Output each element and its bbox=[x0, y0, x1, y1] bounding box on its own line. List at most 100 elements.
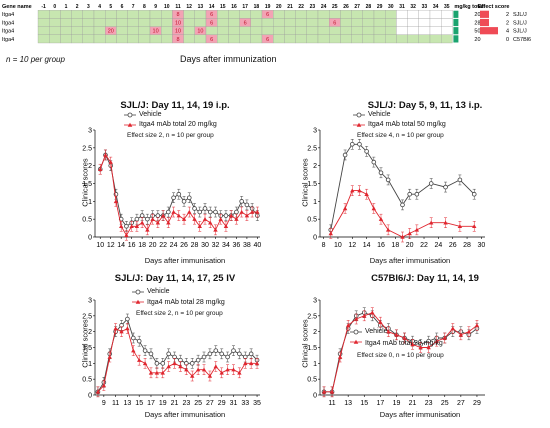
dose-cell bbox=[441, 34, 453, 44]
treated-point bbox=[113, 199, 119, 204]
x-tick-label: 18 bbox=[391, 242, 399, 249]
treated-point bbox=[457, 224, 463, 229]
y-tick-label: 1.5 bbox=[82, 181, 92, 188]
y-tick-label: 0 bbox=[88, 393, 92, 400]
day-header: 22 bbox=[298, 4, 304, 10]
vehicle-point bbox=[201, 354, 207, 360]
vehicle-point bbox=[181, 199, 187, 204]
treated-point bbox=[458, 332, 464, 337]
vehicle-point bbox=[176, 191, 182, 197]
vehicle-point bbox=[237, 351, 242, 357]
dose-value: 8 bbox=[176, 37, 179, 43]
vehicle-point bbox=[166, 351, 171, 357]
dose-value: 6 bbox=[266, 12, 269, 18]
legend-treated-marker bbox=[135, 299, 141, 304]
vehicle-point bbox=[166, 209, 171, 215]
treated-point bbox=[142, 361, 148, 366]
treated-point bbox=[134, 224, 140, 229]
day-header: 5 bbox=[109, 4, 112, 10]
day-header: 16 bbox=[231, 4, 237, 10]
dose-value: 6 bbox=[244, 20, 247, 26]
vehicle-point bbox=[342, 152, 348, 158]
legend-treated-marker bbox=[353, 339, 359, 344]
treated-point bbox=[228, 213, 234, 218]
day-header: 0 bbox=[53, 4, 56, 10]
vehicle-point bbox=[443, 184, 448, 190]
treated-point bbox=[337, 354, 343, 359]
treated-point bbox=[255, 209, 260, 214]
treated-point bbox=[402, 335, 407, 340]
treated-point bbox=[197, 224, 202, 229]
panel3-title: SJL/J: Day 11, 14, 17, 25 IV bbox=[114, 273, 236, 284]
day-header: 21 bbox=[287, 4, 293, 10]
x-tick-label: 11 bbox=[112, 400, 119, 407]
treated-point bbox=[150, 216, 155, 221]
vehicle-point bbox=[471, 191, 477, 197]
effect-score: 2 bbox=[506, 20, 509, 26]
days-after-immunization-label: Days after immunization bbox=[180, 54, 277, 64]
day-header: 18 bbox=[254, 4, 260, 10]
panel4-effect-note: Effect size 0, n = 10 per group bbox=[357, 352, 444, 359]
dose-value: 8 bbox=[176, 12, 179, 18]
day-header: 7 bbox=[132, 4, 135, 10]
treated-point bbox=[362, 313, 367, 318]
x-tick-label: 10 bbox=[96, 242, 104, 249]
x-tick-label: 8 bbox=[322, 242, 326, 249]
treated-point bbox=[386, 329, 391, 334]
x-tick-label: 31 bbox=[230, 400, 238, 407]
dose-value: 6 bbox=[266, 37, 269, 43]
x-tick-label: 32 bbox=[212, 242, 220, 249]
day-header: 35 bbox=[444, 4, 450, 10]
treated-point bbox=[166, 220, 171, 225]
vehicle-point bbox=[371, 159, 377, 165]
treated-point bbox=[329, 389, 335, 394]
legend-vehicle-marker bbox=[127, 112, 133, 118]
effect-score: 2 bbox=[506, 12, 509, 18]
vehicle-point bbox=[231, 348, 236, 353]
panel3-legend-treated: Itga4 mAb total 28 mg/kg bbox=[147, 299, 225, 306]
panel2-title: SJL/J: Day 5, 9, 11, 13 i.p. bbox=[367, 100, 483, 111]
legend-treated-marker bbox=[356, 122, 362, 127]
vehicle-point bbox=[195, 357, 201, 363]
y-tick-label: 3 bbox=[88, 128, 92, 135]
vehicle-point bbox=[197, 209, 203, 215]
dose-value: 10 bbox=[153, 29, 159, 35]
y-tick-label: 1.5 bbox=[307, 345, 317, 352]
treated-point bbox=[442, 335, 447, 340]
day-header: 2 bbox=[76, 4, 79, 10]
gene-name: Itga4 bbox=[2, 37, 14, 43]
panel3-effect-note: Effect size 2, n = 10 per group bbox=[136, 310, 223, 317]
strain: SJL/J bbox=[513, 29, 527, 35]
vehicle-point bbox=[219, 351, 224, 357]
treated-point bbox=[243, 361, 248, 366]
treated-point bbox=[119, 329, 124, 334]
treated-point bbox=[148, 370, 154, 375]
panel4-legend-vehicle: Vehicle bbox=[365, 328, 388, 335]
legend-vehicle-marker bbox=[135, 289, 141, 295]
treated-point bbox=[234, 216, 239, 221]
x-tick-label: 23 bbox=[182, 400, 190, 407]
strain: SJL/J bbox=[513, 20, 527, 26]
treated-point bbox=[418, 345, 423, 350]
x-tick-label: 24 bbox=[434, 242, 442, 249]
treated-point bbox=[176, 213, 182, 218]
x-tick-label: 15 bbox=[135, 400, 143, 407]
x-tick-label: 34 bbox=[222, 242, 230, 249]
panel1-legend-treated: Itga4 mAb total 20 mg/kg bbox=[139, 121, 217, 128]
day-header: 9 bbox=[154, 4, 157, 10]
y-tick-label: 2 bbox=[313, 163, 317, 170]
effect-bar bbox=[480, 10, 489, 18]
y-tick-label: 0.5 bbox=[82, 377, 92, 384]
legend-treated-marker bbox=[127, 122, 133, 127]
x-tick-label: 28 bbox=[463, 242, 471, 249]
gene-name: Itga4 bbox=[2, 20, 14, 26]
day-header: 6 bbox=[121, 4, 124, 10]
vehicle-point bbox=[192, 206, 197, 211]
treated-point bbox=[371, 206, 377, 211]
treated-point bbox=[410, 342, 415, 347]
gene-name: Itga4 bbox=[2, 12, 14, 18]
effect-score: 0 bbox=[506, 37, 509, 43]
y-tick-label: 1 bbox=[313, 199, 317, 206]
